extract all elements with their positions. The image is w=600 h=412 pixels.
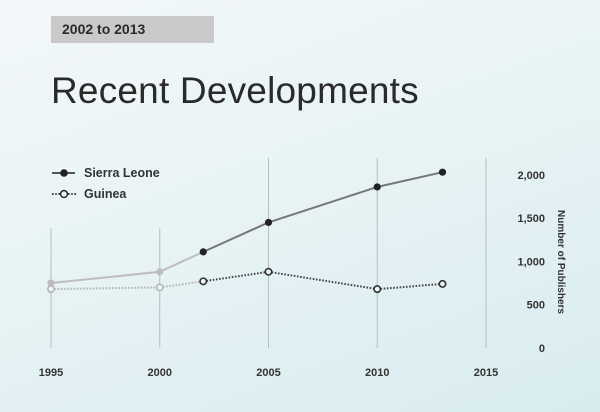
y-tick-label: 1,500: [517, 213, 545, 225]
y-tick-label: 0: [539, 343, 545, 355]
gridlines: [50, 158, 487, 348]
open-circle-icon: [59, 189, 69, 199]
date-range-badge: 2002 to 2013: [51, 16, 214, 43]
sierra-leone-line: [50, 270, 160, 285]
guinea-point: [199, 277, 208, 286]
filled-circle-icon: [60, 169, 68, 177]
guinea-line: [50, 286, 160, 291]
guinea-point: [46, 285, 55, 294]
guinea-line: [268, 270, 378, 291]
guinea-line: [159, 280, 204, 289]
series-markers: [46, 168, 447, 294]
guinea-point: [373, 285, 382, 294]
sierra-leone-point: [373, 183, 381, 191]
y-axis-label: Number of Publishers: [555, 210, 566, 314]
sierra-leone-point: [199, 248, 207, 256]
y-tick-label: 2,000: [517, 170, 545, 182]
sierra-leone-line: [202, 221, 269, 253]
y-axis-ticks: 0 500 1,000 1,500 2,000: [517, 170, 545, 355]
sierra-leone-point: [156, 268, 164, 276]
legend-label: Guinea: [84, 187, 127, 201]
guinea-line: [377, 282, 443, 291]
legend-label: Sierra Leone: [84, 166, 160, 180]
sierra-leone-line: [377, 171, 443, 188]
y-tick-label: 500: [527, 300, 545, 312]
sierra-leone-line: [268, 185, 378, 224]
guinea-point: [155, 283, 164, 292]
series-lines: [50, 171, 443, 291]
x-axis-ticks: 1995 2000 2005 2010 2015: [39, 367, 498, 379]
sierra-leone-point: [438, 168, 447, 176]
x-tick-label: 2005: [256, 367, 280, 379]
sierra-leone-point: [47, 279, 55, 287]
x-tick-label: 2015: [474, 367, 498, 379]
x-tick-label: 1995: [39, 367, 63, 379]
guinea-point: [264, 267, 273, 276]
sierra-leone-line: [159, 250, 204, 273]
page-title: Recent Developments: [51, 70, 419, 111]
legend-item-sierra-leone: Sierra Leone: [52, 166, 160, 180]
legend: Sierra Leone Guinea: [52, 166, 160, 201]
sierra-leone-point: [264, 218, 273, 227]
x-tick-label: 2000: [148, 367, 172, 379]
legend-item-guinea: Guinea: [52, 187, 127, 201]
guinea-line: [203, 270, 269, 283]
y-tick-label: 1,000: [517, 256, 545, 268]
guinea-point: [438, 279, 447, 288]
x-tick-label: 2010: [365, 367, 389, 379]
